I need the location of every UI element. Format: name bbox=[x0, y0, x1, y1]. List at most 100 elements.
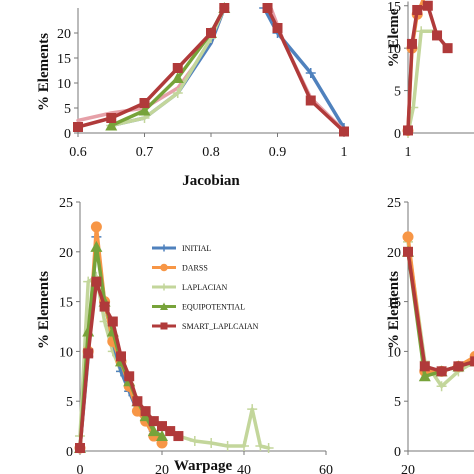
series-smart-laplcaian bbox=[262, 3, 349, 137]
data-point bbox=[124, 371, 135, 382]
legend-entry: LAPLACIAN bbox=[152, 283, 228, 292]
series-darss bbox=[402, 231, 474, 377]
data-point bbox=[222, 441, 233, 452]
chart-panel-top-right: 0 5 10 15 1 % Eleme bbox=[386, 0, 474, 160]
data-point bbox=[105, 119, 118, 131]
data-point bbox=[442, 43, 453, 54]
series-line bbox=[109, 6, 227, 128]
data-point bbox=[132, 396, 143, 407]
y-tick-label: 0 bbox=[66, 445, 73, 460]
data-point bbox=[436, 366, 447, 377]
x-tick-label: 40 bbox=[237, 463, 251, 474]
x-tick-label: 0.9 bbox=[269, 145, 287, 160]
y-tick-label: 25 bbox=[59, 196, 73, 211]
chart-panel-jacobian: 0 5 10 15 20 0.6 0.7 0.8 0.9 1 % Elements Jacobian bbox=[36, 2, 349, 189]
series-line bbox=[109, 6, 227, 128]
data-point bbox=[90, 221, 102, 233]
plot-area bbox=[402, 0, 453, 138]
data-point bbox=[90, 240, 103, 252]
series-smart-laplcaian bbox=[73, 3, 230, 132]
series-line bbox=[262, 6, 346, 130]
legend-entry: SMART_LAPLCAIAN bbox=[152, 322, 259, 331]
data-point bbox=[106, 113, 117, 123]
y-axis-title: % Eleme bbox=[386, 8, 402, 67]
y-tick-label: 5 bbox=[394, 85, 401, 100]
data-point bbox=[172, 63, 183, 73]
y-tick-label: 15 bbox=[59, 296, 73, 311]
series-line bbox=[109, 6, 227, 128]
y-tick-label: 15 bbox=[387, 296, 401, 311]
y-axis-title: % Elements bbox=[36, 33, 52, 111]
y-tick-label: 5 bbox=[66, 395, 73, 410]
data-point bbox=[206, 438, 217, 449]
plot-area bbox=[74, 221, 274, 454]
data-point bbox=[418, 370, 431, 382]
x-tick-label: 1 bbox=[341, 145, 348, 160]
data-point bbox=[453, 361, 464, 372]
data-point bbox=[239, 441, 249, 452]
data-point bbox=[470, 356, 474, 367]
x-tick-label: 0.8 bbox=[202, 145, 220, 160]
data-point bbox=[422, 0, 433, 11]
x-tick-label: 1 bbox=[405, 145, 412, 160]
data-point bbox=[140, 406, 151, 417]
legend: INITIAL DARSS LAPLACIAN EQUIPOTENTIAL SMART_… bbox=[152, 244, 259, 331]
y-tick-label: 20 bbox=[57, 27, 71, 42]
plot-area bbox=[73, 2, 349, 137]
legend-entry: EQUIPOTENTIAL bbox=[152, 302, 245, 312]
data-point bbox=[206, 28, 216, 38]
y-tick-label: 10 bbox=[57, 77, 71, 92]
data-point bbox=[99, 301, 110, 312]
x-tick-label: 20 bbox=[155, 463, 169, 474]
data-point bbox=[173, 431, 184, 442]
data-point bbox=[107, 316, 118, 327]
series-smart-laplcaian bbox=[75, 276, 184, 454]
x-tick-label: 0.6 bbox=[69, 145, 87, 160]
plot-area bbox=[402, 231, 474, 392]
data-point bbox=[138, 104, 151, 116]
legend-marker bbox=[160, 322, 168, 330]
legend-label: LAPLACIAN bbox=[182, 283, 228, 292]
data-point bbox=[157, 421, 167, 432]
y-tick-label: 20 bbox=[59, 246, 73, 261]
y-tick-label: 5 bbox=[394, 395, 401, 410]
data-point bbox=[406, 38, 417, 49]
x-tick-label: 0.7 bbox=[136, 145, 154, 160]
data-point bbox=[75, 443, 85, 454]
data-point bbox=[148, 416, 159, 427]
series-line bbox=[265, 6, 346, 134]
data-point bbox=[247, 404, 258, 415]
data-point bbox=[416, 26, 427, 37]
data-point bbox=[432, 30, 443, 41]
data-point bbox=[116, 351, 126, 362]
data-point bbox=[263, 443, 274, 454]
data-point bbox=[189, 436, 200, 447]
series-initial bbox=[109, 6, 227, 128]
data-point bbox=[147, 425, 160, 437]
legend-marker bbox=[160, 244, 168, 252]
data-point bbox=[436, 381, 447, 392]
data-point bbox=[305, 95, 316, 106]
x-axis-title: Warpage bbox=[174, 458, 233, 474]
legend-label: INITIAL bbox=[182, 244, 211, 253]
y-tick-label: 0 bbox=[394, 445, 401, 460]
chart-panel-warpage: 0 5 10 15 20 25 0 20 40 60 % Elements Warpage INITIA… bbox=[36, 196, 333, 474]
series-smart-laplcaian bbox=[403, 246, 474, 377]
y-tick-label: 5 bbox=[64, 102, 71, 117]
y-tick-label: 20 bbox=[387, 246, 401, 261]
data-point bbox=[339, 126, 349, 137]
data-point bbox=[305, 68, 316, 78]
data-point bbox=[272, 23, 283, 33]
y-axis-title: % Elements bbox=[386, 271, 402, 349]
series-line bbox=[406, 250, 474, 374]
legend-marker bbox=[160, 263, 168, 272]
legend-label: SMART_LAPLCAIAN bbox=[182, 322, 259, 331]
series-smart-laplcaian bbox=[403, 0, 453, 136]
data-point bbox=[156, 430, 168, 442]
y-tick-label: 15 bbox=[387, 0, 401, 15]
y-tick-label: 0 bbox=[394, 127, 401, 142]
series-initial bbox=[259, 3, 349, 133]
legend-entry: DARSS bbox=[152, 264, 208, 273]
data-point bbox=[91, 276, 102, 287]
